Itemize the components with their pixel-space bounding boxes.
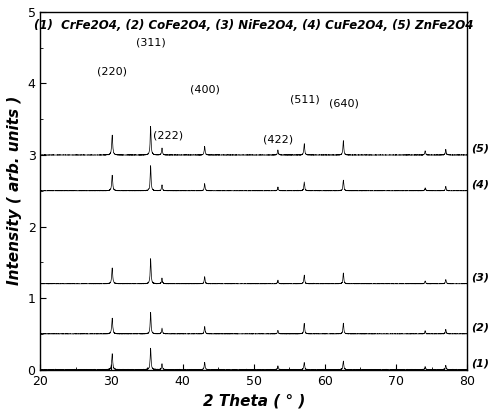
Text: (1): (1)	[470, 358, 488, 368]
Text: (2): (2)	[470, 322, 488, 332]
Text: (422): (422)	[263, 134, 293, 144]
Text: (220): (220)	[97, 66, 127, 76]
Text: (5): (5)	[470, 144, 488, 154]
Text: (311): (311)	[136, 38, 166, 48]
Text: (3): (3)	[470, 272, 488, 282]
Y-axis label: Intensity ( arb. units ): Intensity ( arb. units )	[7, 96, 22, 286]
Text: (640): (640)	[329, 98, 359, 108]
X-axis label: 2 Theta ( ° ): 2 Theta ( ° )	[202, 393, 305, 408]
Text: (4): (4)	[470, 179, 488, 189]
Text: (1)  CrFe2O4, (2) CoFe2O4, (3) NiFe2O4, (4) CuFe2O4, (5) ZnFe2O4: (1) CrFe2O4, (2) CoFe2O4, (3) NiFe2O4, (…	[34, 19, 474, 32]
Text: (511): (511)	[290, 95, 320, 105]
Text: (400): (400)	[190, 84, 220, 94]
Text: (222): (222)	[154, 131, 184, 141]
